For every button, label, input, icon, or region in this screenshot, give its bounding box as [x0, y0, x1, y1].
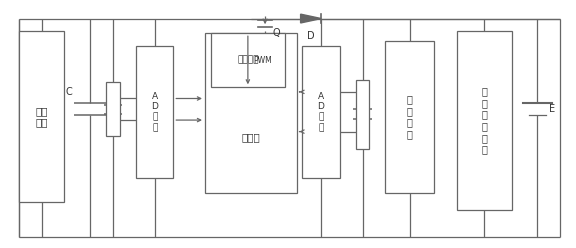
Text: 控制器: 控制器 — [241, 132, 260, 142]
Text: E: E — [548, 104, 555, 114]
Bar — [18, 31, 65, 202]
Bar — [302, 46, 340, 178]
Bar — [211, 33, 285, 87]
Text: A
D
转
换: A D 转 换 — [317, 92, 324, 132]
Text: A
D
转
换: A D 转 换 — [151, 92, 158, 132]
Bar — [136, 46, 173, 178]
Text: D: D — [307, 31, 314, 41]
Text: 光伏
电池: 光伏 电池 — [35, 106, 48, 127]
Text: 驱动电路: 驱动电路 — [237, 56, 259, 65]
Text: 过
放
保
护
电
路: 过 放 保 护 电 路 — [482, 86, 487, 154]
Polygon shape — [301, 14, 321, 23]
Bar — [205, 33, 297, 193]
Bar — [107, 82, 120, 136]
Bar — [457, 31, 511, 210]
Text: PWM: PWM — [253, 56, 271, 65]
Bar — [355, 80, 369, 149]
Text: 辅
助
电
源: 辅 助 电 源 — [407, 94, 413, 139]
Text: C: C — [65, 87, 72, 97]
Text: Q: Q — [272, 28, 281, 38]
Bar — [385, 41, 434, 193]
